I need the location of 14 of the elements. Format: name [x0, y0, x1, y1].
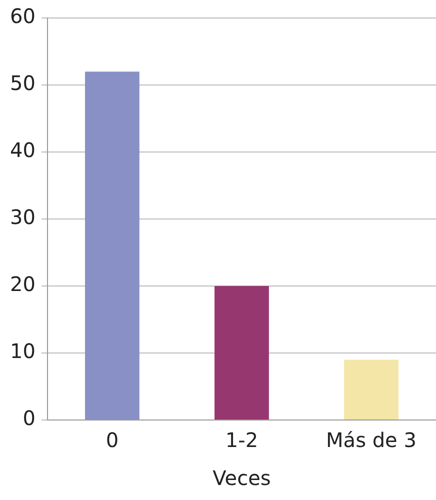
y-tick-label: 30: [10, 205, 36, 230]
y-tick-label: 40: [10, 138, 36, 162]
bar: [344, 360, 398, 420]
y-tick-label: 50: [10, 71, 36, 96]
y-tick-label: 60: [10, 4, 36, 28]
x-axis-title: Veces: [212, 466, 271, 490]
x-tick-label: 0: [106, 428, 119, 452]
x-tick-label: 1-2: [225, 428, 258, 452]
y-tick-label: 0: [22, 406, 36, 430]
bar: [214, 286, 269, 420]
y-tick-label: 10: [10, 339, 36, 364]
x-tick-label: Más de 3: [326, 428, 416, 452]
y-tick-label: 20: [10, 272, 36, 296]
bar: [85, 72, 140, 420]
